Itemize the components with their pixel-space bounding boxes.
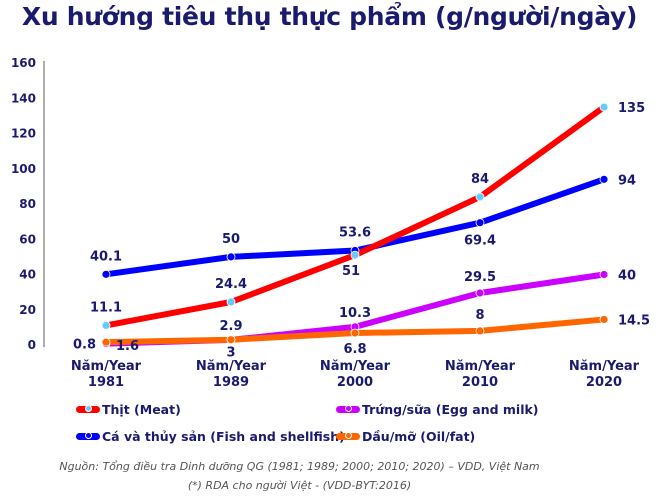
x-tick-label: 2010 — [462, 375, 498, 390]
data-point — [226, 297, 236, 307]
data-point — [599, 174, 609, 184]
source-note: Nguồn: Tổng điều tra Dinh dưỡng QG (1981… — [59, 460, 540, 473]
data-label: 11.1 — [90, 300, 122, 315]
data-label: 40 — [618, 269, 636, 284]
legend-label: Cá và thủy sản (Fish and shellfish) — [102, 429, 345, 444]
x-tick-label: Năm/Year — [71, 359, 142, 374]
x-tick-label: 1989 — [213, 375, 249, 390]
y-tick-label: 0 — [28, 338, 36, 352]
legend-item-oil: Dầu/mỡ (Oil/fat) — [336, 429, 475, 444]
line-chart: 020406080100120140160Năm/Year1981Năm/Yea… — [11, 56, 650, 390]
y-tick-label: 40 — [19, 268, 36, 282]
data-point — [101, 321, 111, 330]
data-label: 6.8 — [343, 342, 366, 357]
data-label: 3 — [226, 346, 235, 361]
data-point — [599, 315, 609, 324]
x-tick-label: Năm/Year — [196, 359, 267, 374]
y-tick-label: 80 — [19, 197, 36, 211]
data-label: 51 — [342, 264, 360, 279]
series-line — [103, 104, 607, 329]
x-tick-label: Năm/Year — [445, 359, 516, 374]
data-point — [475, 288, 485, 298]
x-tick-label: 2000 — [337, 375, 373, 390]
legend-swatch — [336, 405, 360, 413]
x-tick-label: Năm/Year — [320, 359, 391, 374]
data-point — [599, 270, 609, 279]
data-point — [101, 269, 111, 279]
legend-swatch — [76, 432, 100, 440]
data-label: 8 — [475, 308, 484, 323]
data-label: 94 — [618, 173, 636, 188]
y-tick-label: 160 — [11, 56, 36, 70]
y-tick-label: 60 — [19, 232, 36, 246]
data-point — [475, 218, 485, 228]
data-label: 2.9 — [219, 319, 242, 334]
data-label: 14.5 — [618, 313, 650, 328]
legend-label: Dầu/mỡ (Oil/fat) — [362, 429, 476, 444]
data-label: 0.8 — [73, 338, 96, 353]
legend-label: Trứng/sữa (Egg and milk) — [362, 402, 539, 417]
data-label: 10.3 — [339, 306, 371, 321]
chart-title: Xu hướng tiêu thụ thực phẩm (g/người/ngà… — [21, 2, 638, 31]
legend-swatch — [76, 405, 100, 413]
legend-label: Thịt (Meat) — [102, 402, 181, 417]
data-label: 50 — [222, 232, 240, 247]
data-point — [226, 335, 236, 345]
y-tick-label: 140 — [11, 91, 36, 105]
data-label: 1.6 — [116, 339, 139, 354]
legend-swatch — [336, 432, 360, 440]
rda-note: (*) RDA cho người Việt - (VDD-BYT:2016) — [187, 479, 412, 492]
data-label: 29.5 — [464, 270, 496, 285]
data-label: 135 — [618, 101, 645, 116]
legend-item-fish: Cá và thủy sản (Fish and shellfish) — [76, 429, 345, 444]
data-label: 40.1 — [90, 249, 122, 264]
data-point — [599, 102, 609, 112]
x-tick-label: 2020 — [586, 375, 622, 390]
legend-item-egg: Trứng/sữa (Egg and milk) — [336, 402, 539, 417]
data-point — [350, 328, 360, 338]
legend-item-meat: Thịt (Meat) — [76, 402, 181, 417]
data-point — [350, 250, 360, 260]
x-tick-label: Năm/Year — [569, 359, 640, 374]
y-tick-label: 120 — [11, 127, 36, 141]
data-point — [475, 192, 485, 202]
data-label: 69.4 — [464, 234, 496, 249]
data-point — [475, 326, 485, 336]
y-tick-label: 100 — [11, 162, 36, 176]
data-label: 53.6 — [339, 226, 371, 241]
data-label: 24.4 — [215, 277, 247, 292]
x-tick-label: 1981 — [88, 375, 124, 390]
data-point — [101, 337, 111, 347]
data-point — [226, 252, 236, 262]
y-tick-label: 20 — [19, 303, 36, 317]
data-label: 84 — [471, 172, 489, 187]
